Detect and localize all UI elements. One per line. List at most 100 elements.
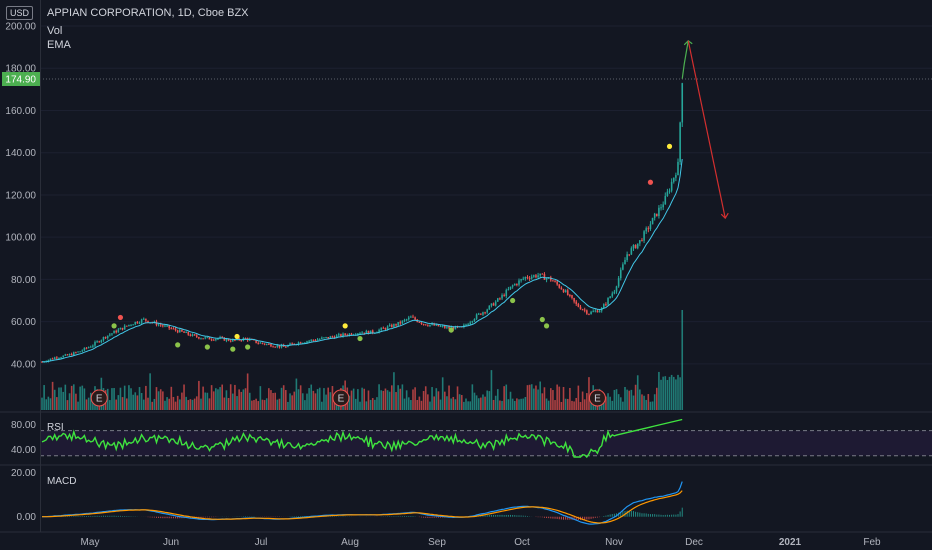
volume-bar [573, 401, 575, 410]
volume-bar [348, 395, 351, 410]
candle-body [223, 337, 226, 341]
volume-bar [437, 391, 440, 410]
volume-bar [611, 400, 614, 410]
volume-bar [537, 389, 539, 410]
volume-bar [111, 388, 113, 410]
currency-badge[interactable]: USD [6, 6, 34, 20]
candle-body [473, 318, 476, 322]
candle-body [215, 339, 217, 341]
candle-body [645, 228, 647, 232]
candle-body [47, 359, 50, 362]
candle-body [268, 343, 270, 345]
volume-bar [501, 400, 503, 410]
volume-bar [354, 398, 357, 410]
candle-body [662, 204, 664, 208]
volume-bar [314, 393, 317, 410]
candle-body [297, 342, 300, 345]
volume-bar [393, 372, 395, 410]
candle-body [528, 278, 531, 280]
volume-bar [609, 396, 611, 410]
volume-bar [505, 384, 508, 410]
volume-bar [232, 393, 234, 410]
candle-body [87, 347, 90, 349]
volume-bar [187, 400, 190, 410]
candle-body [259, 342, 262, 344]
candle-body [626, 254, 628, 261]
candle-body [308, 340, 310, 342]
candle-body [535, 275, 537, 278]
candle-body [452, 327, 455, 330]
candle-body [102, 337, 105, 341]
candle-body [310, 339, 313, 341]
volume-bar [588, 377, 590, 410]
candle-body [142, 318, 145, 320]
price-tick-label: 180.00 [5, 64, 36, 75]
volume-bar [43, 385, 45, 410]
candle-body [136, 321, 139, 324]
candle-body [208, 337, 211, 340]
volume-bar [513, 400, 516, 410]
candle-body [162, 325, 164, 327]
volume-bar [503, 386, 505, 410]
volume-bar [164, 400, 166, 410]
volume-bar [668, 376, 671, 410]
volume-bar [605, 396, 607, 410]
volume-bar [325, 394, 327, 410]
volume-bar [564, 398, 567, 410]
volume-bar [316, 389, 319, 410]
candle-body [285, 346, 287, 348]
candle-body [505, 290, 508, 297]
candle-body [111, 333, 113, 335]
volume-bar [219, 387, 221, 410]
volume-bar [619, 397, 622, 410]
candle-body [198, 337, 200, 339]
candle-body [170, 328, 173, 330]
volume-bar [172, 396, 175, 410]
candle-body [522, 278, 525, 280]
candle-body [605, 304, 607, 306]
candle-body [115, 330, 117, 333]
volume-indicator-label[interactable]: Vol [47, 25, 63, 37]
earnings-marker: E [588, 389, 606, 407]
macd-tick-label: 20.00 [11, 468, 36, 479]
volume-bar [607, 393, 609, 410]
candle-body [272, 346, 274, 348]
candle-body [560, 287, 563, 290]
candle-body [592, 311, 594, 313]
candle-body [499, 298, 501, 300]
volume-bar [352, 388, 355, 410]
candle-body [94, 341, 96, 346]
volume-bar [202, 386, 204, 410]
candle-body [384, 328, 387, 330]
volume-bar [615, 389, 618, 410]
volume-bar [238, 389, 240, 410]
candle-body [195, 335, 198, 338]
candle-body [335, 335, 338, 339]
volume-bar [535, 385, 537, 410]
x-tick-label: 2021 [779, 537, 802, 548]
volume-bar [56, 397, 58, 410]
candle-body [552, 280, 554, 282]
candle-body [338, 334, 340, 336]
candle-body [484, 312, 486, 314]
ema-indicator-label[interactable]: EMA [47, 39, 71, 51]
candle-body [658, 207, 660, 217]
candle-body [130, 324, 132, 326]
rsi-tick-label: 40.00 [11, 445, 36, 456]
volume-bar [416, 400, 419, 410]
candle-body [183, 331, 185, 333]
volume-bar [626, 389, 628, 410]
volume-bar [632, 395, 635, 410]
candle-body [564, 290, 567, 293]
candle-body [119, 327, 122, 330]
candle-body [274, 346, 276, 348]
candle-body [516, 283, 518, 285]
candle-body [350, 333, 353, 336]
volume-bar [89, 392, 92, 410]
volume-bar [656, 387, 658, 410]
earnings-label: E [96, 394, 103, 405]
candle-body [189, 334, 192, 336]
volume-bar [293, 391, 296, 410]
